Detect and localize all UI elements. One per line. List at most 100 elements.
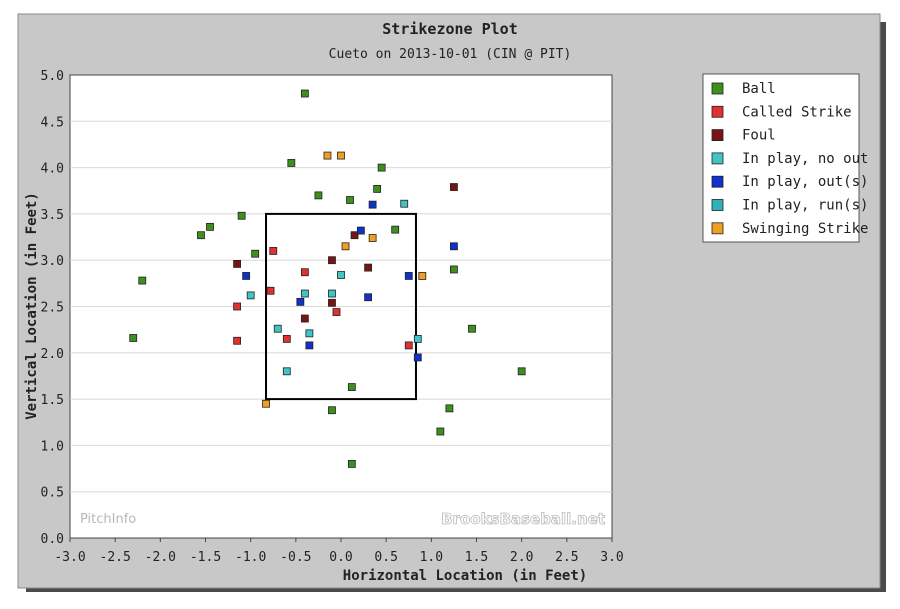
pitch-point-foul	[364, 263, 373, 272]
pitch-point-called-strike	[404, 341, 413, 350]
chart-subtitle: Cueto on 2013-10-01 (CIN @ PIT)	[329, 47, 572, 62]
pitch-point-foul	[300, 314, 309, 323]
pitch-point-called-strike	[282, 335, 291, 343]
legend-label-in-play-out-s: In play, out(s)	[742, 174, 868, 190]
strike-zone-box	[265, 212, 417, 401]
pitch-point-in-play-no-out	[273, 324, 282, 333]
pitch-point-in-play-no-out	[246, 291, 255, 300]
pitch-point-swinging-strike	[368, 234, 377, 242]
pitch-point-swinging-strike	[341, 242, 350, 251]
y-tick-label: 1.5	[41, 393, 64, 408]
pitch-point-in-play-out-s	[450, 242, 458, 251]
pitch-point-in-play-no-out	[282, 367, 291, 376]
y-tick-label: 0.0	[41, 532, 64, 547]
pitch-point-in-play-no-out	[400, 199, 409, 208]
pitch-point-swinging-strike	[323, 151, 332, 160]
pitch-point-ball	[436, 427, 445, 436]
legend-label-in-play-run-s: In play, run(s)	[742, 198, 868, 214]
pitch-point-ball	[206, 222, 214, 231]
pitch-point-in-play-out-s	[364, 293, 373, 302]
pitch-point-ball	[468, 324, 476, 333]
pitch-point-foul	[328, 298, 336, 307]
pitch-point-in-play-out-s	[413, 353, 422, 362]
legend-label-in-play-no-out: In play, no out	[742, 151, 868, 167]
x-axis-label: Horizontal Location (in Feet)	[343, 568, 587, 584]
pitch-point-foul	[233, 260, 242, 268]
x-tick-label: 0.0	[329, 550, 352, 565]
pitch-point-ball	[373, 184, 382, 193]
pitch-point-in-play-out-s	[404, 272, 413, 280]
pitch-point-swinging-strike	[418, 272, 427, 280]
pitch-point-ball	[347, 383, 356, 391]
pitch-point-in-play-out-s	[356, 226, 365, 235]
x-tick-label: -1.0	[235, 550, 266, 565]
y-tick-label: 2.0	[41, 347, 64, 362]
pitch-point-ball	[346, 196, 354, 204]
legend-swatch-ball	[711, 82, 724, 95]
x-tick-label: 1.5	[465, 550, 488, 565]
x-tick-label: 2.5	[555, 550, 578, 565]
pitch-point-called-strike	[233, 302, 242, 311]
y-tick-label: 3.0	[41, 254, 64, 269]
pitch-point-ball	[287, 159, 296, 167]
pitch-point-in-play-no-out	[413, 335, 422, 343]
pitch-point-ball	[251, 249, 260, 258]
pitch-point-in-play-out-s	[242, 272, 251, 280]
legend-swatch-in-play-out-s	[711, 175, 724, 188]
x-tick-label: -2.5	[100, 550, 131, 565]
pitch-point-foul	[328, 256, 336, 265]
x-tick-label: -1.5	[190, 550, 221, 565]
pitch-point-called-strike	[300, 268, 309, 277]
x-tick-label: -3.0	[54, 550, 85, 565]
legend-swatch-foul	[711, 129, 724, 142]
legend-box	[702, 73, 860, 243]
pitch-point-in-play-out-s	[368, 200, 377, 209]
legend-swatch-swinging-strike	[711, 222, 724, 235]
y-tick-label: 2.5	[41, 301, 64, 316]
pitch-point-ball	[377, 163, 386, 172]
pitch-point-in-play-no-out	[328, 289, 336, 298]
pitch-point-ball	[328, 406, 336, 415]
pitch-point-ball	[300, 89, 309, 98]
pitch-point-ball	[138, 276, 147, 285]
legend: Ball Called Strike Foul In play, no out In p…	[711, 81, 868, 237]
pitch-point-ball	[237, 211, 246, 220]
pitch-point-in-play-no-out	[300, 289, 309, 298]
y-tick-labels: 0.0 0.5 1.0 1.5 2.0 2.5 3.0 3.5 4.0 4.5 5.0	[41, 69, 64, 547]
pitch-point-ball	[347, 460, 356, 468]
pitch-point-ball	[450, 265, 458, 274]
pitch-point-ball	[391, 225, 400, 234]
watermark-pitchinfo: PitchInfo	[80, 512, 136, 527]
pitch-point-swinging-strike	[337, 151, 345, 160]
x-tick-label: 1.0	[420, 550, 443, 565]
legend-label-swinging-strike: Swinging Strike	[742, 221, 868, 237]
x-tick-label: -2.0	[145, 550, 176, 565]
pitch-point-swinging-strike	[262, 399, 270, 408]
x-tick-label: 3.0	[600, 550, 623, 565]
y-tick-label: 3.5	[41, 208, 64, 223]
watermark-brooksbaseball: BrooksBaseball.net	[441, 510, 605, 528]
pitch-point-foul	[350, 231, 359, 240]
y-tick-label: 5.0	[41, 69, 64, 84]
pitch-point-ball	[517, 367, 526, 376]
x-tick-labels: -3.0 -2.5 -2.0 -1.5 -1.0 -0.5 0.0 0.5 1.0 1.5 2.0 2…	[54, 538, 624, 565]
chart-title: Strikezone Plot	[382, 20, 517, 38]
y-tick-label: 4.0	[41, 162, 64, 177]
legend-swatch-in-play-no-out	[711, 152, 724, 165]
x-tick-label: 0.5	[374, 550, 397, 565]
pitch-point-in-play-out-s	[305, 341, 314, 350]
x-tick-label: 2.0	[510, 550, 533, 565]
pitch-point-ball	[445, 404, 454, 413]
x-tick-label: -0.5	[280, 550, 311, 565]
pitch-point-called-strike	[332, 308, 341, 316]
pitch-point-ball	[197, 231, 205, 240]
pitch-point-in-play-out-s	[296, 297, 305, 306]
legend-swatch-in-play-run-s	[711, 199, 724, 211]
pitch-point-in-play-no-out	[305, 329, 314, 338]
y-axis-label: Vertical Location (in Feet)	[24, 192, 40, 420]
pitch-markers	[129, 89, 526, 468]
legend-label-called-strike: Called Strike	[742, 104, 852, 120]
legend-label-foul: Foul	[742, 128, 776, 144]
